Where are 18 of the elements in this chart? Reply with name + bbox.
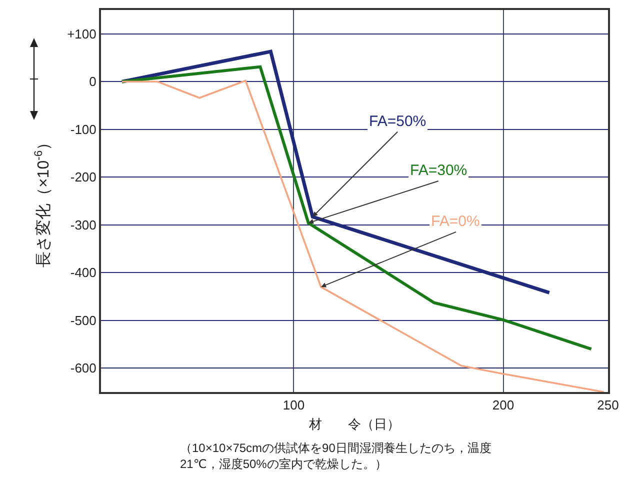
text: FA=30% [410, 162, 468, 179]
y-tick-label: -200 [70, 170, 96, 185]
y-tick-label: -300 [70, 217, 96, 232]
y-tick-label: -600 [70, 360, 96, 376]
y-tick-label: -400 [70, 265, 96, 280]
y-tick-label: -100 [70, 122, 96, 137]
line-series [120, 65, 593, 351]
y-tick-label: -500 [70, 312, 96, 328]
x-tick-label: 200 [492, 398, 514, 413]
y-tick-label: 0 [89, 74, 96, 90]
text: （10×10×75cmの供試体を90日間湿潤養生したのち，温度21℃，湿度50%の室内で乾燥した。） [180, 440, 492, 472]
text: FA=50% [369, 113, 426, 130]
x-tick-label: 100 [282, 398, 305, 413]
text: FA=0% [431, 213, 480, 230]
line-series [121, 80, 605, 392]
x-axis-title: 材 令（日） [308, 416, 400, 432]
y-tick-label: +100 [67, 26, 96, 42]
x-tick-label: 250 [597, 398, 619, 413]
